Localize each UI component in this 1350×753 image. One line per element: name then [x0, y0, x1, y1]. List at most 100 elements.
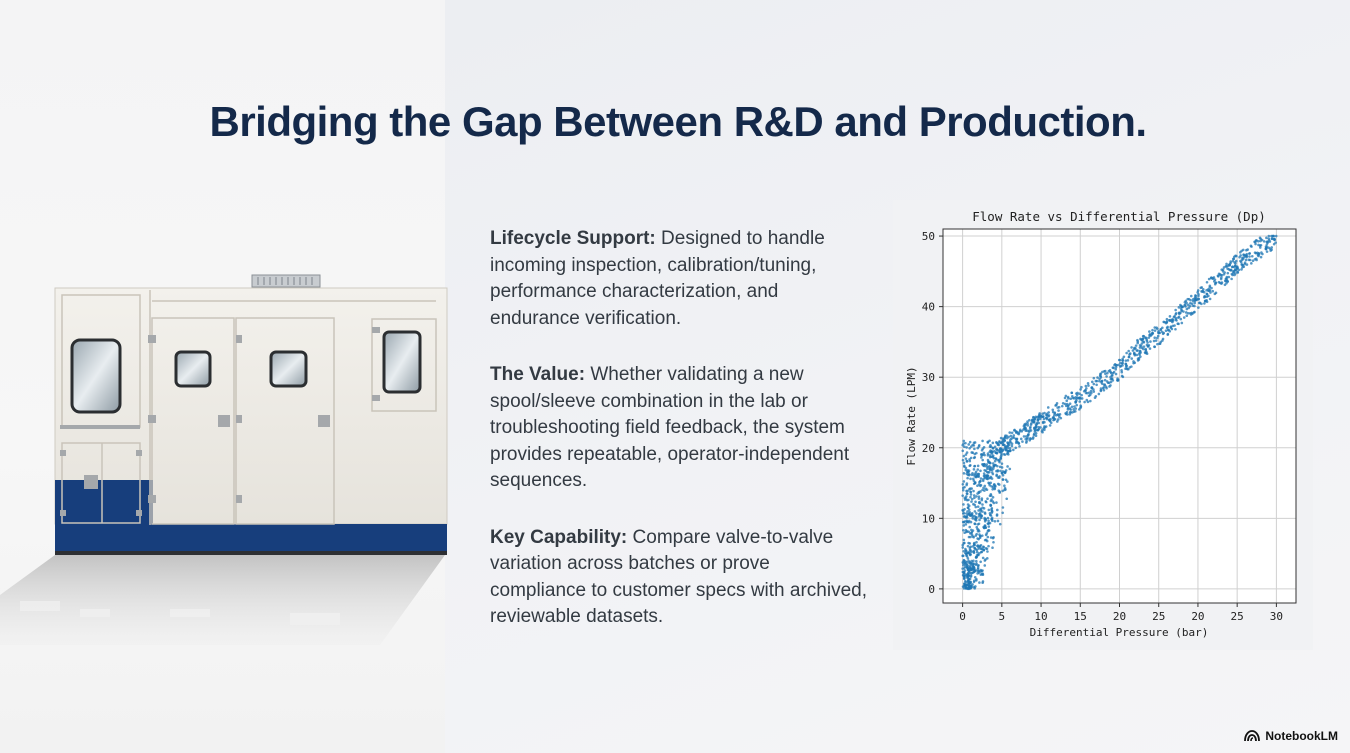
scatter-point [985, 463, 989, 466]
x-tick-label: 20 [1191, 610, 1204, 623]
scatter-point [1057, 409, 1060, 412]
scatter-point [1105, 375, 1108, 378]
scatter-point [962, 558, 966, 562]
chart-title: Flow Rate vs Differential Pressure (Dp) [972, 209, 1266, 224]
scatter-point [1079, 388, 1082, 391]
scatter-point [1174, 316, 1178, 320]
scatter-point [999, 469, 1002, 473]
scatter-chart: 0 5 10 15 20 25 20 25 30 0 10 20 30 40 50 Flow Rate v… [893, 200, 1313, 650]
scatter-point [1157, 329, 1160, 333]
scatter-point [1109, 377, 1113, 381]
scatter-point [1234, 272, 1237, 275]
scatter-point [1114, 365, 1118, 369]
scatter-point [967, 498, 970, 502]
scatter-point [1074, 400, 1078, 404]
scatter-point [965, 470, 969, 474]
scatter-point [965, 446, 968, 449]
scatter-point [1142, 345, 1146, 348]
scatter-point [963, 465, 966, 468]
scatter-point [1171, 324, 1175, 328]
scatter-point [962, 566, 966, 570]
scatter-point [969, 490, 972, 493]
scatter-point [1238, 251, 1242, 254]
section-body: Compare valve-to-valve variation across … [490, 526, 867, 628]
scatter-point [1207, 277, 1211, 281]
scatter-point [977, 509, 980, 512]
scatter-point [1008, 446, 1012, 450]
section-lead: Lifecycle Support: [490, 228, 656, 249]
scatter-point [989, 499, 993, 503]
scatter-point [1060, 404, 1064, 408]
scatter-point [965, 482, 969, 485]
scatter-point [1130, 365, 1133, 368]
scatter-point [1004, 478, 1008, 482]
machine-illustration [0, 274, 448, 645]
scatter-point [1028, 418, 1031, 422]
scatter-point [1274, 234, 1278, 238]
scatter-point [1185, 301, 1188, 305]
scatter-point [1225, 275, 1229, 279]
scatter-point [991, 488, 994, 491]
scatter-point [984, 500, 988, 503]
scatter-point [1258, 246, 1262, 249]
scatter-point [976, 537, 979, 540]
scatter-point [991, 472, 995, 476]
scatter-point [966, 510, 969, 513]
scatter-point [969, 477, 972, 481]
scatter-point [970, 528, 973, 532]
scatter-point [1197, 297, 1201, 301]
scatter-point [1243, 262, 1247, 266]
scatter-point [988, 483, 992, 487]
scatter-point [978, 500, 981, 504]
scatter-point [1001, 511, 1004, 515]
scatter-point [986, 474, 989, 477]
scatter-point [1245, 263, 1249, 266]
scatter-point [965, 551, 969, 555]
scatter-point [962, 480, 966, 483]
scatter-point [1084, 384, 1088, 388]
scatter-point [1009, 434, 1013, 438]
scatter-point [1064, 411, 1067, 415]
scatter-point [970, 567, 974, 571]
scatter-point [1003, 437, 1006, 440]
scatter-point [962, 541, 966, 545]
scatter-point [977, 553, 980, 557]
scatter-point [1172, 315, 1176, 319]
scatter-point [996, 443, 1000, 447]
scatter-point [1184, 311, 1188, 314]
scatter-point [962, 524, 966, 527]
scatter-point [1102, 388, 1106, 392]
section-lead: Key Capability: [490, 526, 628, 548]
scatter-point [1109, 384, 1112, 387]
scatter-point [1225, 262, 1228, 266]
scatter-point [1035, 421, 1039, 425]
scatter-point [978, 480, 982, 483]
section-the-value: The Value: Whether validating a new spoo… [490, 362, 870, 495]
scatter-point [982, 486, 985, 490]
scatter-point [1194, 294, 1197, 297]
scatter-point [1065, 399, 1069, 403]
scatter-point [1177, 316, 1180, 319]
scatter-point [981, 573, 985, 577]
scatter-point [1046, 406, 1050, 409]
scatter-point [1043, 411, 1046, 415]
scatter-point [983, 484, 987, 488]
scatter-point [972, 489, 975, 493]
scatter-point [966, 489, 969, 493]
scatter-point [992, 464, 995, 467]
scatter-point [1184, 303, 1187, 306]
scatter-point [1154, 339, 1158, 342]
scatter-point [1034, 432, 1038, 435]
scatter-point [1099, 387, 1103, 390]
scatter-point [966, 557, 970, 560]
scatter-point [1012, 436, 1016, 440]
scatter-point [1063, 396, 1067, 400]
scatter-point [1127, 349, 1130, 353]
scatter-point [1174, 312, 1178, 315]
scatter-point [991, 496, 995, 499]
machine-base [55, 524, 447, 551]
scatter-point [1226, 280, 1229, 283]
x-tick-label: 30 [1270, 610, 1283, 623]
scatter-point [1084, 391, 1088, 395]
scatter-point [1254, 240, 1257, 244]
